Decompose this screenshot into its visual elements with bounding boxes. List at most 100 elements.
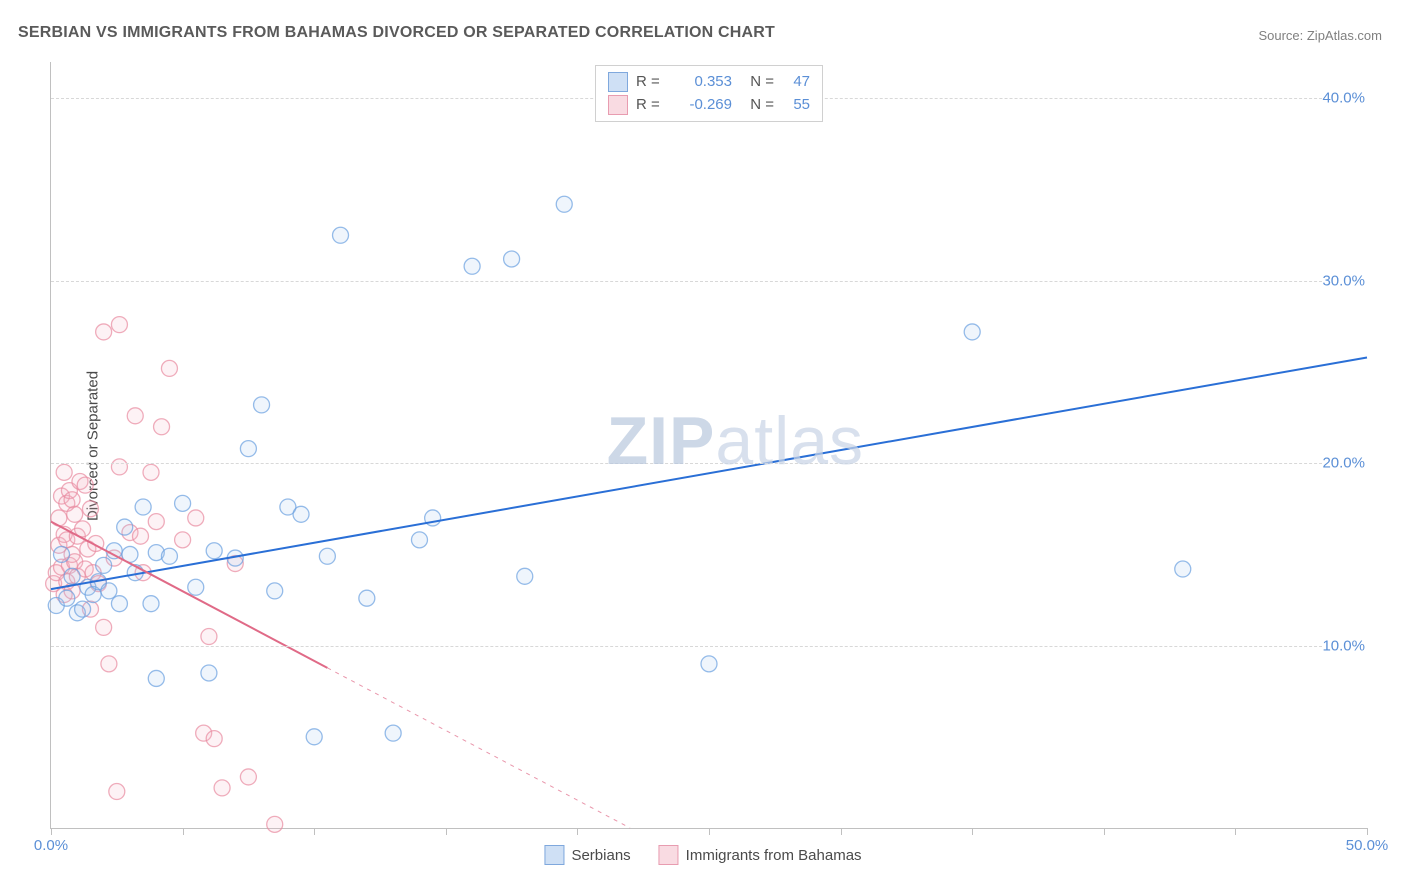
data-point (154, 419, 170, 435)
data-point (701, 656, 717, 672)
data-point (106, 543, 122, 559)
data-point (111, 459, 127, 475)
data-point (54, 546, 70, 562)
data-point (175, 495, 191, 511)
data-point (161, 360, 177, 376)
data-point (161, 548, 177, 564)
y-tick-label: 40.0% (1322, 90, 1369, 107)
trend-line (51, 357, 1367, 589)
data-point (411, 532, 427, 548)
data-point (64, 492, 80, 508)
data-point (175, 532, 191, 548)
data-point (267, 583, 283, 599)
x-tick-label: 50.0% (1346, 837, 1389, 854)
correlation-legend: R = 0.353 N = 47 R = -0.269 N = 55 (595, 65, 823, 122)
data-point (75, 601, 91, 617)
legend-label-1: Serbians (571, 847, 630, 864)
data-point (319, 548, 335, 564)
data-point (111, 317, 127, 333)
source-label: Source: (1258, 28, 1306, 43)
data-point (143, 596, 159, 612)
data-point (111, 596, 127, 612)
data-point (82, 501, 98, 517)
trend-line-extrapolated (327, 668, 630, 828)
data-point (101, 583, 117, 599)
series-legend: Serbians Immigrants from Bahamas (544, 845, 861, 865)
data-point (385, 725, 401, 741)
legend-item-1: Serbians (544, 845, 630, 865)
data-point (96, 324, 112, 340)
data-point (464, 258, 480, 274)
x-tick (841, 828, 842, 835)
data-point (206, 543, 222, 559)
data-point (964, 324, 980, 340)
x-tick (1104, 828, 1105, 835)
data-point (109, 784, 125, 800)
data-point (96, 619, 112, 635)
n-value-1: 47 (782, 71, 810, 94)
n-label: N = (746, 94, 774, 117)
data-point (504, 251, 520, 267)
data-point (293, 506, 309, 522)
data-point (267, 816, 283, 832)
data-point (127, 408, 143, 424)
data-point (240, 769, 256, 785)
data-point (67, 506, 83, 522)
data-point (143, 464, 159, 480)
source-value: ZipAtlas.com (1307, 28, 1382, 43)
x-tick (1367, 828, 1368, 835)
plot-area: R = 0.353 N = 47 R = -0.269 N = 55 ZIPat… (50, 62, 1367, 829)
data-point (206, 731, 222, 747)
legend-row-1: R = 0.353 N = 47 (608, 71, 810, 94)
x-tick (314, 828, 315, 835)
x-tick-label: 0.0% (34, 837, 68, 854)
data-point (556, 196, 572, 212)
r-label: R = (636, 71, 664, 94)
data-point (101, 656, 117, 672)
r-value-1: 0.353 (672, 71, 732, 94)
data-point (77, 477, 93, 493)
chart-svg (51, 62, 1367, 828)
data-point (64, 568, 80, 584)
swatch-series-1 (544, 845, 564, 865)
data-point (135, 499, 151, 515)
data-point (56, 464, 72, 480)
data-point (240, 441, 256, 457)
data-point (59, 590, 75, 606)
swatch-series-2 (659, 845, 679, 865)
data-point (132, 528, 148, 544)
data-point (201, 629, 217, 645)
data-point (214, 780, 230, 796)
data-point (188, 510, 204, 526)
y-tick-label: 20.0% (1322, 455, 1369, 472)
data-point (201, 665, 217, 681)
x-tick (446, 828, 447, 835)
data-point (148, 670, 164, 686)
y-tick-label: 10.0% (1322, 637, 1369, 654)
gridline-h (51, 463, 1367, 464)
data-point (117, 519, 133, 535)
x-tick (709, 828, 710, 835)
r-label: R = (636, 94, 664, 117)
x-tick (183, 828, 184, 835)
r-value-2: -0.269 (672, 94, 732, 117)
x-tick (1235, 828, 1236, 835)
gridline-h (51, 281, 1367, 282)
data-point (1175, 561, 1191, 577)
data-point (333, 227, 349, 243)
data-point (96, 557, 112, 573)
data-point (188, 579, 204, 595)
data-point (254, 397, 270, 413)
n-value-2: 55 (782, 94, 810, 117)
data-point (517, 568, 533, 584)
x-tick (51, 828, 52, 835)
x-tick (972, 828, 973, 835)
gridline-h (51, 646, 1367, 647)
data-point (306, 729, 322, 745)
swatch-series-1 (608, 72, 628, 92)
swatch-series-2 (608, 95, 628, 115)
source-attribution: Source: ZipAtlas.com (1258, 28, 1382, 43)
y-tick-label: 30.0% (1322, 272, 1369, 289)
legend-row-2: R = -0.269 N = 55 (608, 94, 810, 117)
n-label: N = (746, 71, 774, 94)
